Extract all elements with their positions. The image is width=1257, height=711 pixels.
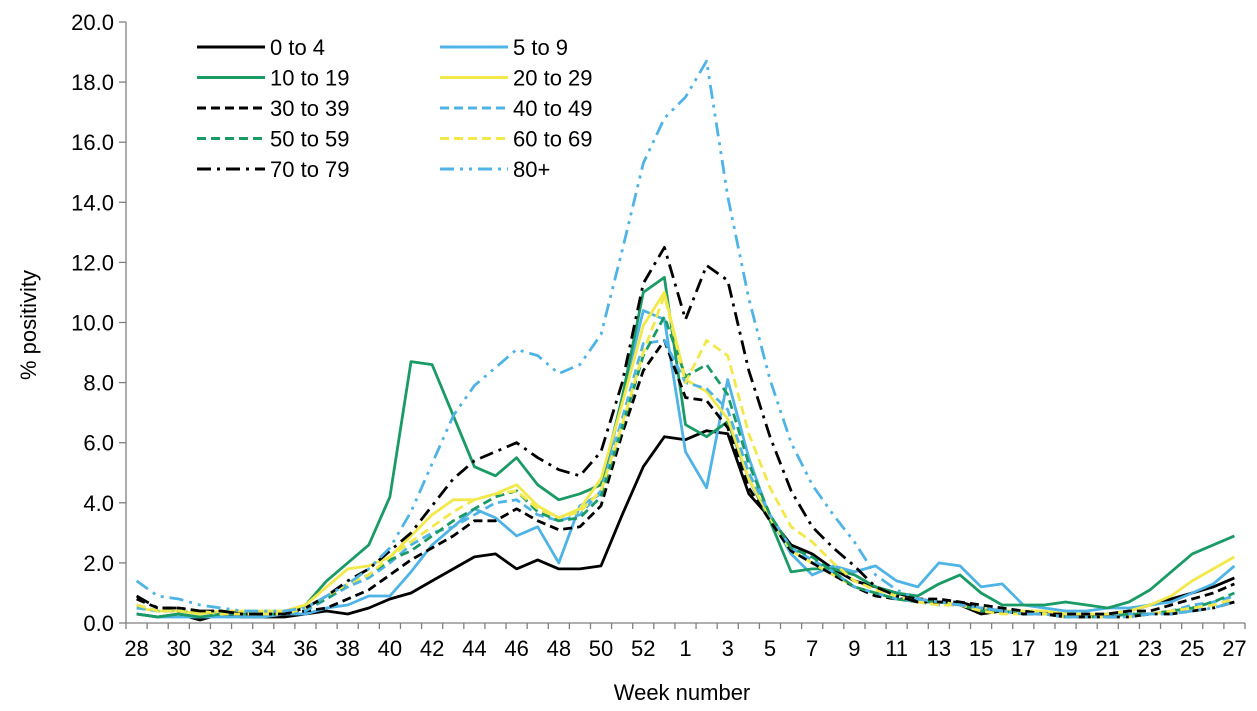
- series-line-50-to-59: [137, 317, 1235, 618]
- x-tick-label: 23: [1138, 636, 1162, 661]
- x-axis-title: Week number: [614, 680, 751, 705]
- legend: 0 to 4 5 to 9 10 to 19 20 to 29 30 to 39 40 t…: [197, 35, 593, 182]
- y-tick-label: 8.0: [83, 371, 114, 396]
- y-tick-label: 12.0: [71, 250, 114, 275]
- series-line-5-to-9: [137, 311, 1235, 618]
- x-tick-label: 50: [589, 636, 613, 661]
- y-tick-label: 10.0: [71, 311, 114, 336]
- x-tick-label: 44: [462, 636, 486, 661]
- x-tick-label: 34: [251, 636, 275, 661]
- series-line-60-to-69: [137, 296, 1235, 618]
- x-tick-label: 40: [378, 636, 402, 661]
- x-tick-label: 27: [1222, 636, 1246, 661]
- x-tick-label: 46: [504, 636, 528, 661]
- legend-label: 0 to 4: [270, 35, 325, 60]
- y-axis: 0.0 2.0 4.0 6.0 8.0 10.0 12.0 14.0 16.0 18.0 20.0: [71, 10, 126, 636]
- y-tick-label: 6.0: [83, 431, 114, 456]
- legend-label: 60 to 69: [513, 127, 593, 152]
- legend-label: 70 to 79: [270, 157, 350, 182]
- y-tick-label: 20.0: [71, 10, 114, 35]
- legend-label: 50 to 59: [270, 127, 350, 152]
- y-tick-label: 0.0: [83, 611, 114, 636]
- x-tick-label: 48: [547, 636, 571, 661]
- y-axis-title: % positivity: [16, 270, 41, 380]
- series-line-70-to-79: [137, 247, 1235, 617]
- y-tick-label: 2.0: [83, 551, 114, 576]
- y-tick-label: 14.0: [71, 190, 114, 215]
- x-tick-label: 42: [420, 636, 444, 661]
- series-line-0-to-4: [137, 431, 1235, 620]
- x-tick-label: 30: [167, 636, 191, 661]
- legend-label: 30 to 39: [270, 96, 350, 121]
- legend-label: 40 to 49: [513, 96, 593, 121]
- x-tick-label: 9: [848, 636, 860, 661]
- x-tick-label: 3: [722, 636, 734, 661]
- x-tick-label: 7: [806, 636, 818, 661]
- legend-label: 20 to 29: [513, 66, 593, 91]
- x-tick-label: 52: [631, 636, 655, 661]
- x-axis: 28 30 32 34 36 38 40 42 44 46 48 50 52 1 3 5 7 9 11 13 15 17 1…: [124, 623, 1246, 661]
- x-tick-label: 38: [335, 636, 359, 661]
- x-tick-label: 15: [969, 636, 993, 661]
- legend-label: 80+: [513, 157, 550, 182]
- x-tick-label: 5: [764, 636, 776, 661]
- y-tick-label: 18.0: [71, 70, 114, 95]
- x-tick-label: 36: [293, 636, 317, 661]
- legend-label: 10 to 19: [270, 66, 350, 91]
- y-tick-label: 4.0: [83, 491, 114, 516]
- x-tick-label: 32: [209, 636, 233, 661]
- y-tick-label: 16.0: [71, 130, 114, 155]
- x-tick-label: 19: [1053, 636, 1077, 661]
- x-tick-label: 13: [927, 636, 951, 661]
- x-tick-label: 17: [1011, 636, 1035, 661]
- x-tick-label: 1: [679, 636, 691, 661]
- x-tick-label: 28: [124, 636, 148, 661]
- x-tick-label: 25: [1180, 636, 1204, 661]
- x-tick-label: 21: [1096, 636, 1120, 661]
- legend-label: 5 to 9: [513, 35, 568, 60]
- x-tick-label: 11: [885, 636, 908, 661]
